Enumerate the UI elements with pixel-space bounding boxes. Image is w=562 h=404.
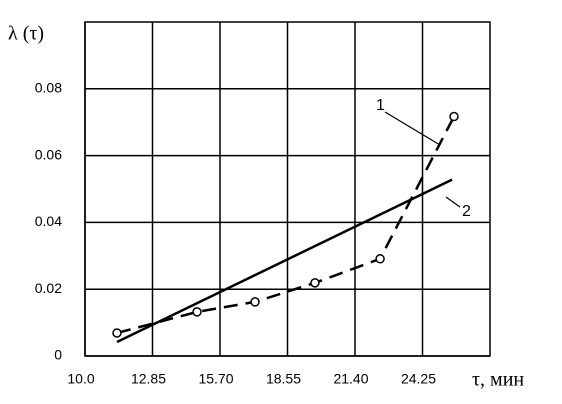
series-label: 1 [376,97,385,114]
x-axis-label: τ, мин [472,369,524,391]
x-tick-label: 10.0 [67,371,94,387]
data-point [192,307,202,317]
data-point [449,111,459,122]
data-point [250,297,260,307]
y-tick-label: 0.06 [35,146,62,162]
y-tick-label: 0.08 [35,80,62,96]
series-line [116,115,456,335]
y-tick-label: 0 [54,347,62,363]
series-label: 2 [462,203,471,220]
x-tick-label: 24.25 [401,371,436,387]
x-tick-label: 21.40 [333,371,368,387]
data-point [310,278,320,288]
callout-leader [384,111,441,146]
x-tick-label: 15.70 [198,371,233,387]
y-tick-label: 0.04 [35,213,62,229]
series-line [116,178,453,344]
y-tick-label: 0.02 [35,280,62,296]
x-tick-label: 18.55 [266,371,301,387]
data-point [112,328,122,338]
callout-leader [445,196,461,208]
data-point [375,254,385,264]
x-tick-label: 12.85 [131,371,166,387]
y-axis-label: λ (τ) [8,23,44,45]
